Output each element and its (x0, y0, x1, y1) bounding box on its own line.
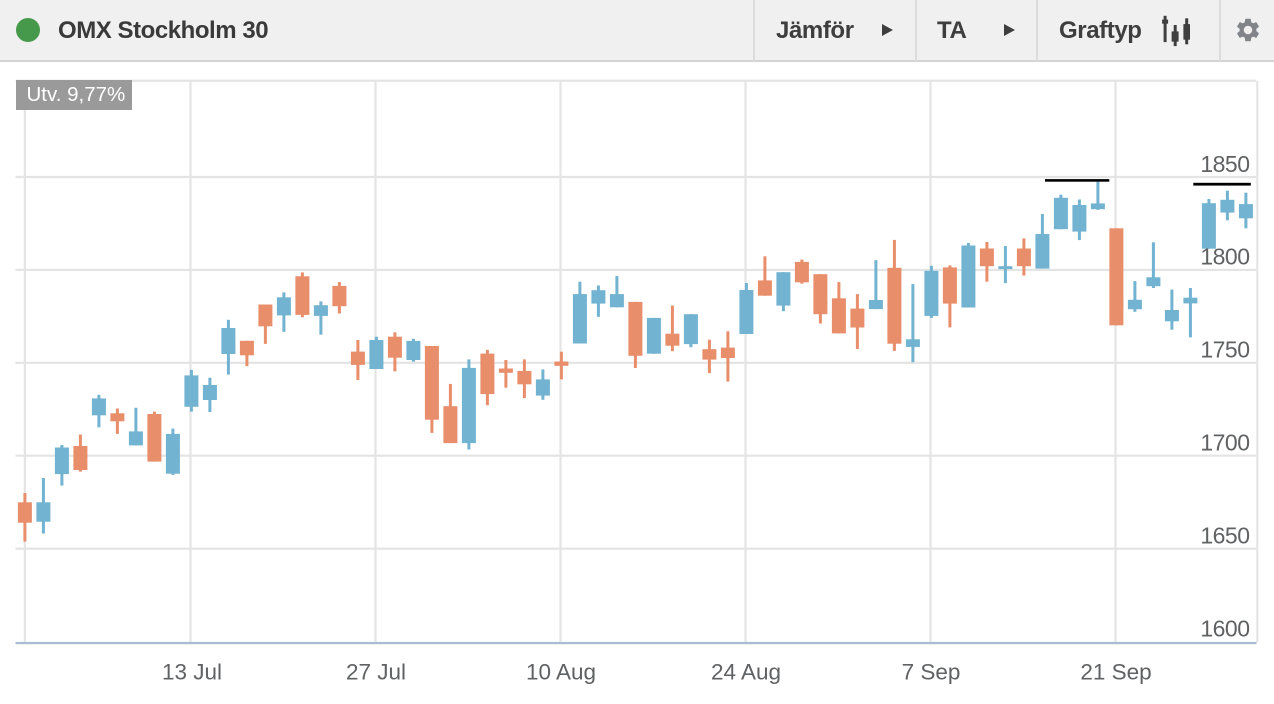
svg-text:1600: 1600 (1200, 615, 1249, 641)
svg-text:10 Aug: 10 Aug (526, 659, 596, 684)
svg-text:13 Jul: 13 Jul (162, 659, 222, 684)
svg-text:1800: 1800 (1200, 244, 1249, 270)
svg-text:1750: 1750 (1200, 337, 1249, 363)
svg-text:1650: 1650 (1200, 523, 1249, 549)
svg-text:27 Jul: 27 Jul (346, 659, 406, 684)
svg-text:1700: 1700 (1200, 430, 1249, 456)
svg-text:21 Sep: 21 Sep (1080, 659, 1151, 684)
svg-text:24 Aug: 24 Aug (711, 659, 781, 684)
svg-text:1850: 1850 (1200, 151, 1249, 177)
svg-text:7 Sep: 7 Sep (902, 659, 961, 684)
